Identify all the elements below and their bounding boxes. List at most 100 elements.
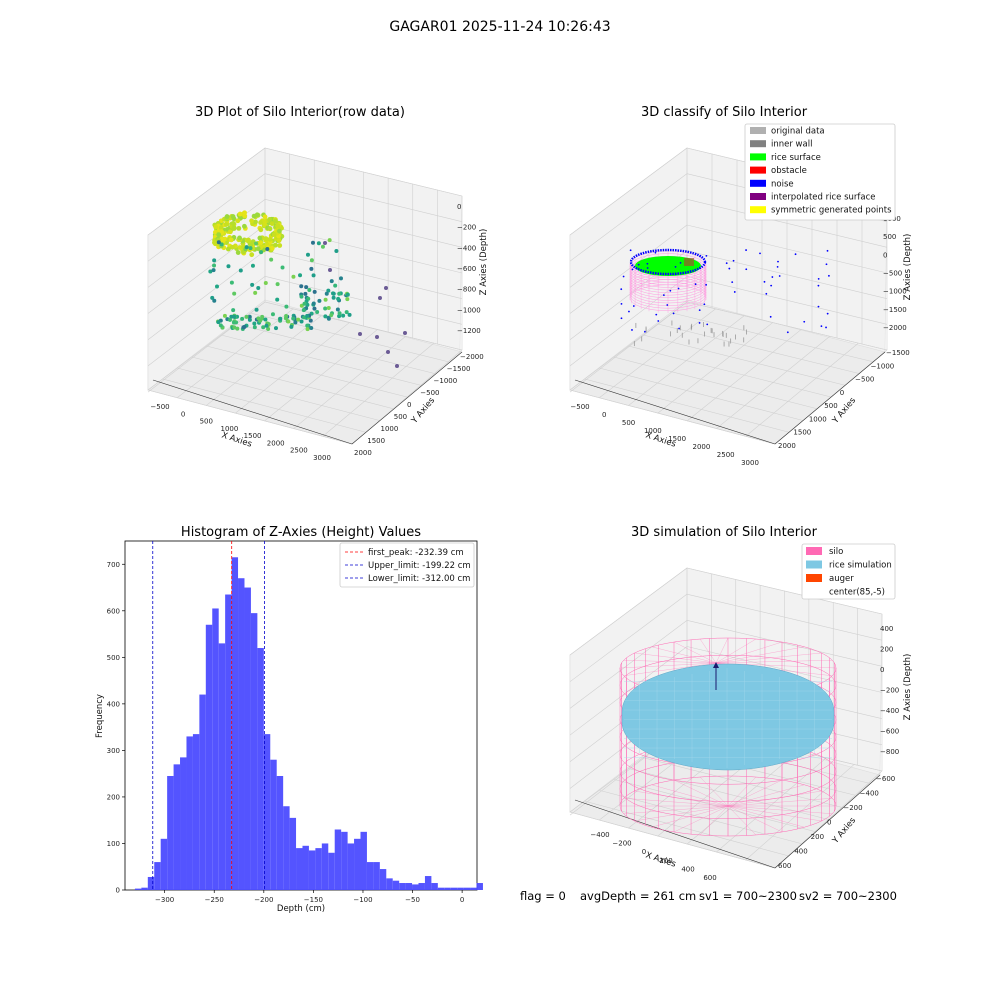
sim-y-tick-label: 400 [794, 848, 807, 856]
hist-bar [450, 887, 458, 890]
hist-bar [147, 876, 155, 890]
classify-x-ticks: −500 0 500 1000 1500 2000 2500 3000 [570, 403, 759, 467]
sim-y-tick-label: 0 [827, 819, 831, 827]
raw-y-tick-label: −1000 [434, 377, 458, 385]
raw-y-tick-label: 0 [407, 401, 411, 409]
hist-bar [386, 878, 393, 890]
sim-y-tick-label: −600 [876, 775, 895, 783]
panel-raw-3d-plot: 3D Plot of Silo Interior(row data) −500 0… [147, 105, 489, 462]
legend-swatch [750, 127, 766, 134]
hist-bar [418, 883, 425, 890]
hist-bar [244, 587, 251, 890]
cls-y-tick-label: 500 [824, 402, 837, 410]
legend-entry: original data [771, 127, 825, 137]
hist-x-tick-label: −150 [304, 896, 323, 904]
cls-z-tick-label: −2000 [883, 324, 907, 332]
sim-legend-entry: silo [829, 547, 843, 557]
hist-bar [373, 862, 380, 890]
raw-y-label: Y Axies [409, 395, 437, 426]
hist-bar [315, 848, 322, 890]
sim-z-tick-label: 200 [880, 646, 893, 654]
cls-x-tick-label: 500 [622, 419, 635, 427]
hist-bar [399, 883, 406, 890]
hist-x-tick-label: 0 [460, 896, 464, 904]
raw-z-tick-label: 0 [457, 203, 461, 211]
cls-y-tick-label: 0 [840, 389, 844, 397]
sim-z-tick-label: −600 [880, 728, 899, 736]
hist-y-tick-label: 500 [107, 654, 120, 662]
hist-x-ticks: −300 −250 −200 −150 −100 −50 0 [155, 890, 464, 904]
hist-bar [238, 578, 245, 890]
hist-y-tick-label: 0 [116, 887, 120, 895]
raw-z-tick-label: −1200 [457, 327, 481, 335]
sim-z-tick-label: 400 [880, 625, 893, 633]
hist-legend-entry: first_peak: -232.39 cm [368, 548, 464, 558]
sim-z-tick-label: −800 [880, 748, 899, 756]
cls-y-tick-label: 1000 [809, 415, 827, 423]
cls-x-tick-label: 0 [602, 411, 606, 419]
flag-text: flag = 0 [520, 889, 566, 903]
hist-bar [366, 862, 374, 890]
hist-bar [250, 613, 258, 890]
hist-bar [308, 850, 316, 890]
hist-bars [134, 557, 483, 890]
hist-y-label: Frequency [95, 694, 105, 738]
hist-bar [302, 845, 309, 890]
legend-entry: noise [771, 179, 794, 189]
sim-legend-entry: auger [829, 574, 854, 584]
sim-y-label: Y Axies [830, 815, 858, 846]
rice-simulation-surface [621, 663, 835, 771]
legend-swatch [750, 179, 766, 187]
hist-bar [354, 838, 361, 890]
hist-bar [321, 843, 329, 890]
raw-x-tick-label: 500 [200, 418, 213, 426]
hist-y-tick-label: 700 [107, 561, 120, 569]
sim-y-tick-label: 600 [778, 862, 791, 870]
classify-y-axis-line [774, 351, 886, 445]
sim-x-tick-label: −200 [612, 840, 631, 848]
sim-x-tick-label: −400 [590, 831, 609, 839]
hist-y-tick-label: 400 [107, 700, 120, 708]
legend-entry: interpolated rice surface [771, 193, 876, 203]
raw-x-axis-line [152, 379, 353, 445]
legend-entry: inner wall [771, 140, 812, 150]
raw-z-tick-label: −600 [457, 265, 476, 273]
raw-x-tick-label: 3000 [313, 454, 331, 462]
raw-z-label: Z Axies (Depth) [479, 229, 489, 296]
hist-bar [431, 883, 438, 890]
cls-y-tick-label: −1000 [871, 362, 895, 370]
hist-bar [225, 594, 232, 890]
legend-swatch [750, 193, 766, 200]
hist-bar [424, 876, 432, 890]
classify-y-label: Y Axies [830, 395, 858, 426]
hist-bar [160, 838, 168, 890]
hist-bar [476, 883, 483, 890]
hist-y-tick-label: 600 [107, 607, 120, 615]
sim-x-tick-label: 600 [703, 874, 716, 882]
hist-x-label: Depth (cm) [277, 904, 325, 914]
hist-bar [463, 887, 471, 890]
sim-z-tick-label: −200 [880, 687, 899, 695]
hist-bar [231, 557, 239, 890]
panel-simulation-title: 3D simulation of Silo Interior [631, 525, 818, 540]
sim-z-tick-label: −400 [880, 707, 899, 715]
hist-bar [296, 848, 303, 890]
classify-z-label: Z Axies (Depth) [903, 234, 913, 301]
sv2-text: sv2 = 700~2300 [799, 889, 897, 903]
raw-y-tick-label: 1500 [367, 437, 385, 445]
cls-x-tick-label: 2000 [693, 443, 711, 451]
hist-y-tick-label: 200 [107, 793, 120, 801]
hist-bar [360, 831, 367, 890]
hist-bar [270, 759, 277, 890]
hist-x-tick-label: −300 [155, 896, 174, 904]
raw-x-tick-label: −500 [150, 403, 169, 411]
hist-bar [379, 869, 387, 890]
hist-x-tick-label: −200 [254, 896, 273, 904]
hist-bar [180, 757, 187, 890]
hist-bar [205, 624, 213, 890]
raw-x-tick-label: 0 [181, 410, 185, 418]
cls-z-tick-label: −1500 [883, 306, 907, 314]
hist-bar [405, 883, 413, 890]
